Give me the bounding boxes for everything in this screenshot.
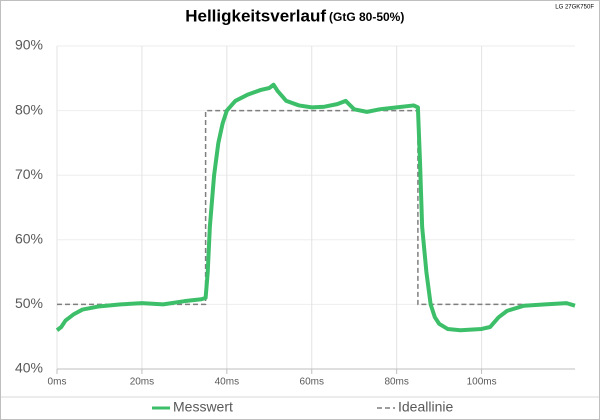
x-tick-label: 20ms <box>130 377 154 388</box>
annotation: LG 27GK750F <box>555 5 594 11</box>
x-tick-label: 40ms <box>215 377 239 388</box>
x-tick-label: 0ms <box>48 377 67 388</box>
legend-label: Ideallinie <box>398 399 453 415</box>
chart-subtitle: (GtG 80-50%) <box>329 10 404 24</box>
y-tick-label: 70% <box>15 166 43 182</box>
y-tick-label: 50% <box>15 295 43 311</box>
y-tick-label: 90% <box>15 37 43 53</box>
x-tick-label: 60ms <box>300 377 324 388</box>
y-tick-label: 80% <box>15 101 43 117</box>
y-tick-label: 60% <box>15 231 43 247</box>
data-line <box>57 109 575 306</box>
data-line <box>55 82 576 333</box>
x-tick-label: 100ms <box>467 377 497 388</box>
chart-title: Helligkeitsverlauf <box>185 6 326 25</box>
x-tick-label: 80ms <box>384 377 408 388</box>
y-tick-label: 40% <box>15 360 43 376</box>
legend-label: Messwert <box>173 399 233 415</box>
